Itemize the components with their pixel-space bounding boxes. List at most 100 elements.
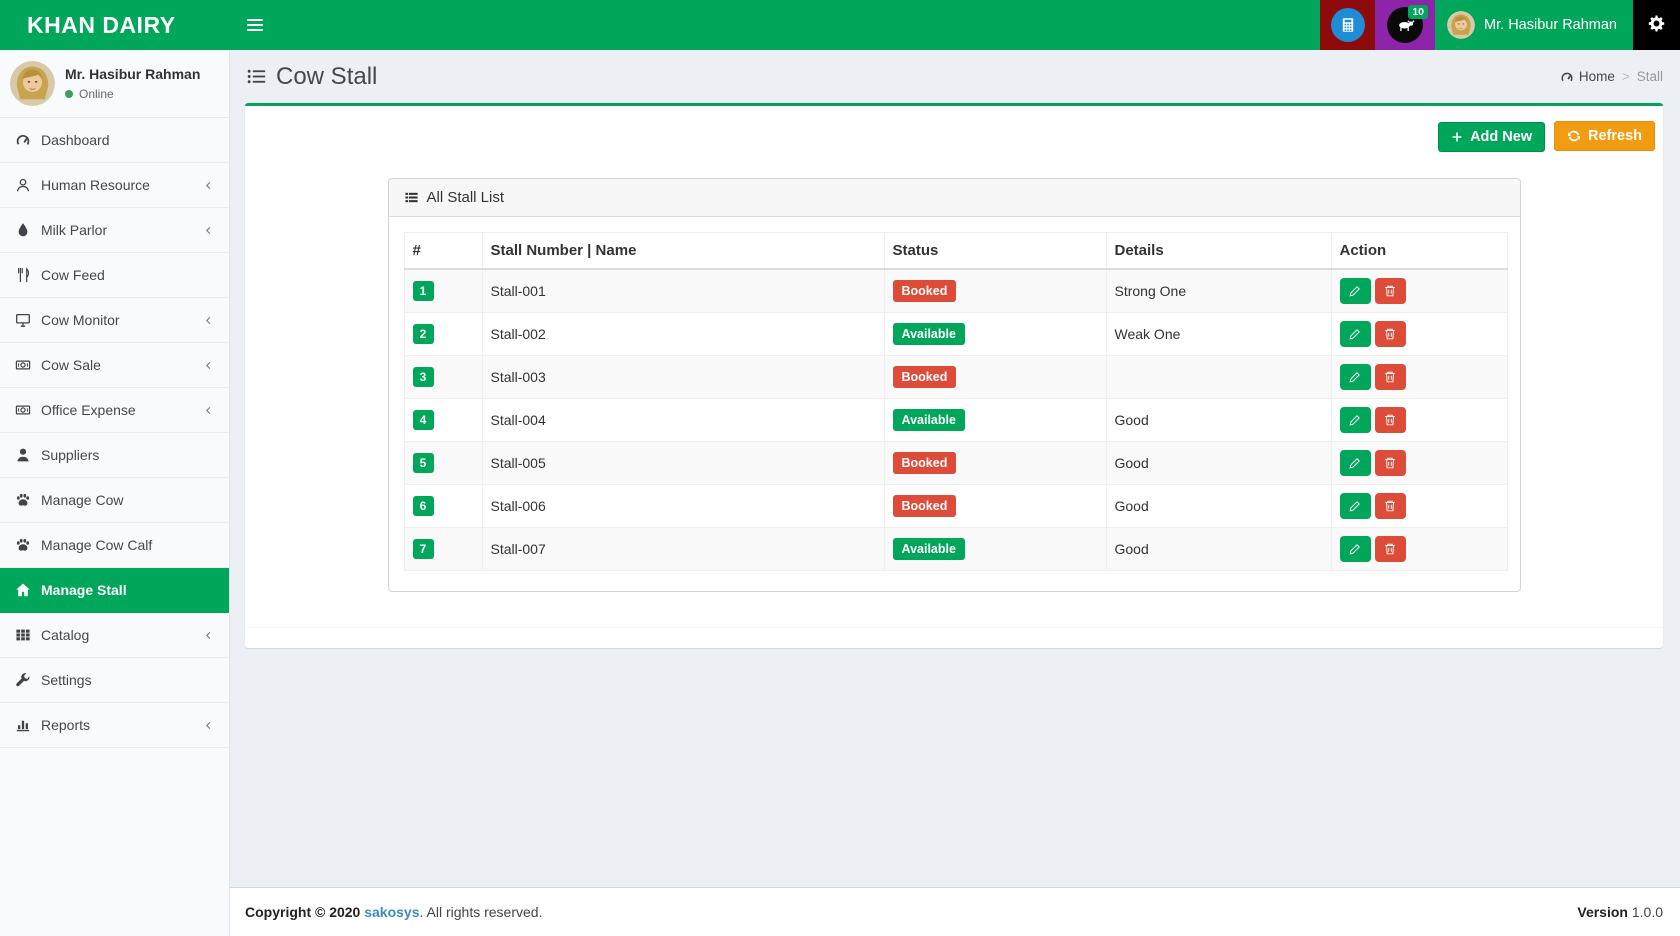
sakosys-link[interactable]: sakosys [364,904,420,920]
row-number-badge: 7 [412,539,434,559]
stall-box: Add New Refresh All Stall List [245,103,1663,648]
stall-name-cell: Stall-001 [481,268,885,313]
trash-icon [1383,327,1397,341]
edit-button[interactable] [1339,364,1371,390]
details-cell [1105,355,1332,399]
table-row: 7 Stall-007 Available Good [403,527,1508,571]
sidebar-toggle-button[interactable] [230,0,280,50]
sidebar-item-dashboard[interactable]: Dashboard [0,118,229,163]
dashboard-icon [1560,70,1574,84]
page-title: Cow Stall [246,63,377,91]
breadcrumb-separator: > [1621,69,1630,84]
sidebar-item-milk-parlor[interactable]: Milk Parlor [0,208,229,253]
user-avatar [1447,11,1475,39]
sidebar-item-office-expense[interactable]: Office Expense [0,388,229,433]
edit-button[interactable] [1339,278,1371,304]
home-icon [15,582,41,598]
pencil-icon [1348,284,1362,298]
sidebar-item-cow-sale[interactable]: Cow Sale [0,343,229,388]
delete-button[interactable] [1374,536,1406,562]
all-stall-list-panel: All Stall List # Stall Number | Name Sta… [387,178,1521,592]
sidebar-user-name: Mr. Hasibur Rahman [65,66,201,82]
delete-button[interactable] [1374,493,1406,519]
status-badge: Available [892,323,965,345]
delete-button[interactable] [1374,407,1406,433]
settings-nav-button[interactable] [1633,0,1680,50]
edit-button[interactable] [1339,321,1371,347]
refresh-button[interactable]: Refresh [1554,121,1655,151]
table-row: 5 Stall-005 Booked Good [403,441,1508,485]
stall-name-cell: Stall-002 [481,312,885,356]
sidebar-menu: Dashboard Human Resource Milk Parlor Cow… [0,118,229,748]
trash-icon [1383,456,1397,470]
status-badge: Available [892,538,965,560]
sidebar-user-status: Online [79,87,114,101]
details-cell: Good [1105,441,1332,485]
stall-table: # Stall Number | Name Status Details Act… [403,232,1508,571]
table-header-row: # Stall Number | Name Status Details Act… [403,232,1508,270]
stall-name-cell: Stall-006 [481,484,885,528]
cow-notifications-button[interactable]: 10 [1375,0,1436,50]
panel-body: # Stall Number | Name Status Details Act… [389,217,1520,591]
sidebar-item-suppliers[interactable]: Suppliers [0,433,229,478]
trash-icon [1383,542,1397,556]
panel-heading: All Stall List [388,179,1520,217]
user-menu[interactable]: Mr. Hasibur Rahman [1435,0,1633,50]
online-status-dot [65,90,73,98]
app-logo[interactable]: KHAN DAIRY [0,0,230,50]
pencil-icon [1348,370,1362,384]
sidebar-item-manage-cow[interactable]: Manage Cow [0,478,229,523]
sidebar-item-human-resource[interactable]: Human Resource [0,163,229,208]
sidebar-item-manage-cow-calf[interactable]: Manage Cow Calf [0,523,229,568]
sidebar-item-cow-feed[interactable]: Cow Feed [0,253,229,298]
money-icon [15,402,41,418]
trash-icon [1383,370,1397,384]
column-header-name: Stall Number | Name [481,232,885,270]
edit-button[interactable] [1339,536,1371,562]
cutlery-icon [15,267,41,283]
droplet-icon [15,222,41,238]
navbar-right: 10 Mr. Hasibur Rahman [1320,0,1680,50]
column-header-num: # [403,232,483,270]
calculator-nav-button[interactable] [1320,0,1376,50]
stall-name-cell: Stall-003 [481,355,885,399]
delete-button[interactable] [1374,278,1406,304]
status-badge: Booked [892,366,957,388]
edit-button[interactable] [1339,407,1371,433]
details-cell: Good [1105,484,1332,528]
delete-button[interactable] [1374,450,1406,476]
delete-button[interactable] [1374,364,1406,390]
row-number-badge: 6 [412,496,434,516]
top-navbar: KHAN DAIRY 10 Mr. Hasibur Rahman [0,0,1680,50]
breadcrumb-home-link[interactable]: Home [1560,69,1615,84]
user-outline-icon [15,177,41,193]
paw-icon [15,537,41,553]
stall-box-body: Add New Refresh All Stall List [245,106,1663,627]
table-row: 2 Stall-002 Available Weak One [403,312,1508,356]
sidebar-item-catalog[interactable]: Catalog [0,613,229,658]
add-new-button[interactable]: Add New [1438,122,1546,152]
details-cell: Strong One [1105,268,1332,313]
sidebar-user-avatar [10,61,55,106]
row-number-badge: 4 [412,410,434,430]
chevron-left-icon [203,720,214,731]
sidebar-item-reports[interactable]: Reports [0,703,229,748]
trash-icon [1383,284,1397,298]
details-cell: Good [1105,527,1332,571]
sidebar-item-cow-monitor[interactable]: Cow Monitor [0,298,229,343]
row-number-badge: 5 [412,453,434,473]
delete-button[interactable] [1374,321,1406,347]
bar-chart-icon [15,717,41,733]
sidebar-item-settings[interactable]: Settings [0,658,229,703]
edit-button[interactable] [1339,450,1371,476]
details-cell: Good [1105,398,1332,442]
list-icon [246,66,267,87]
pencil-icon [1348,327,1362,341]
stall-name-cell: Stall-007 [481,527,885,571]
content-header: Cow Stall Home > Stall [230,50,1680,103]
edit-button[interactable] [1339,493,1371,519]
breadcrumb-current: Stall [1636,69,1663,84]
sidebar-item-manage-stall[interactable]: Manage Stall [0,568,229,613]
row-number-badge: 1 [412,281,434,301]
